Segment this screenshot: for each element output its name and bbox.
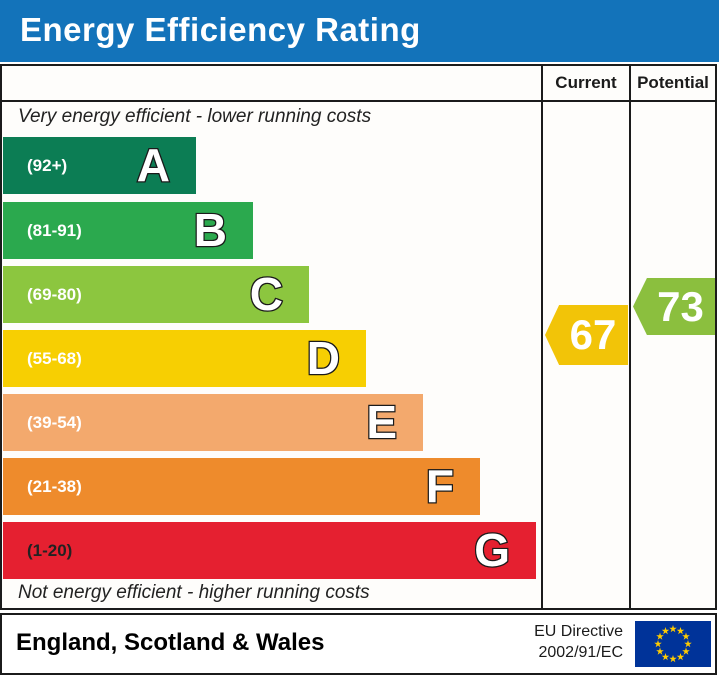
band-letter: G — [473, 523, 511, 577]
caption-not-efficient: Not energy efficient - higher running co… — [18, 582, 370, 603]
band-range-label: (55-68) — [27, 348, 82, 368]
current-rating-value: 67 — [569, 311, 617, 358]
column-header-potential: Potential — [637, 73, 709, 92]
potential-rating-value: 73 — [657, 282, 704, 330]
current-rating-pointer: 67 — [545, 305, 628, 365]
eu-directive-line2: 2002/91/EC — [538, 644, 623, 661]
band-row-f: (21-38) F — [3, 458, 480, 515]
band-row-d: (55-68) D — [3, 330, 366, 387]
region-label: England, Scotland & Wales — [16, 629, 325, 656]
band-range-label: (92+) — [27, 155, 68, 175]
band-range-label: (1-20) — [27, 540, 73, 560]
potential-rating-pointer: 73 — [633, 278, 715, 335]
band-row-g: (1-20) G — [3, 522, 536, 579]
band-range-label: (21-38) — [27, 476, 82, 496]
header-separator — [2, 100, 715, 102]
rating-chart: Current Potential Very energy efficient … — [0, 64, 717, 610]
band-row-a: (92+) A — [3, 137, 196, 194]
band-letter: A — [136, 138, 172, 192]
band-range-label: (69-80) — [27, 284, 82, 304]
eu-directive-label: EU Directive 2002/91/EC — [534, 615, 623, 671]
band-letter: C — [249, 267, 285, 321]
band-letter: E — [365, 395, 398, 449]
caption-very-efficient: Very energy efficient - lower running co… — [18, 106, 372, 127]
footer: England, Scotland & Wales EU Directive 2… — [0, 613, 717, 675]
eu-directive-line1: EU Directive — [534, 623, 623, 641]
band-letter: B — [193, 203, 229, 257]
band-range-label: (81-91) — [27, 220, 82, 240]
band-letter: F — [425, 459, 456, 513]
current-column-divider — [541, 66, 543, 608]
title-bar: Energy Efficiency Rating — [0, 0, 719, 62]
band-range-label: (39-54) — [27, 412, 82, 432]
band-row-c: (69-80) C — [3, 266, 309, 323]
eu-flag-icon — [635, 621, 711, 667]
band-row-e: (39-54) E — [3, 394, 423, 451]
band-letter: D — [306, 331, 342, 385]
potential-column-divider — [629, 66, 631, 608]
band-row-b: (81-91) B — [3, 202, 253, 259]
page-title: Energy Efficiency Rating — [20, 11, 421, 48]
column-header-current: Current — [555, 73, 617, 92]
